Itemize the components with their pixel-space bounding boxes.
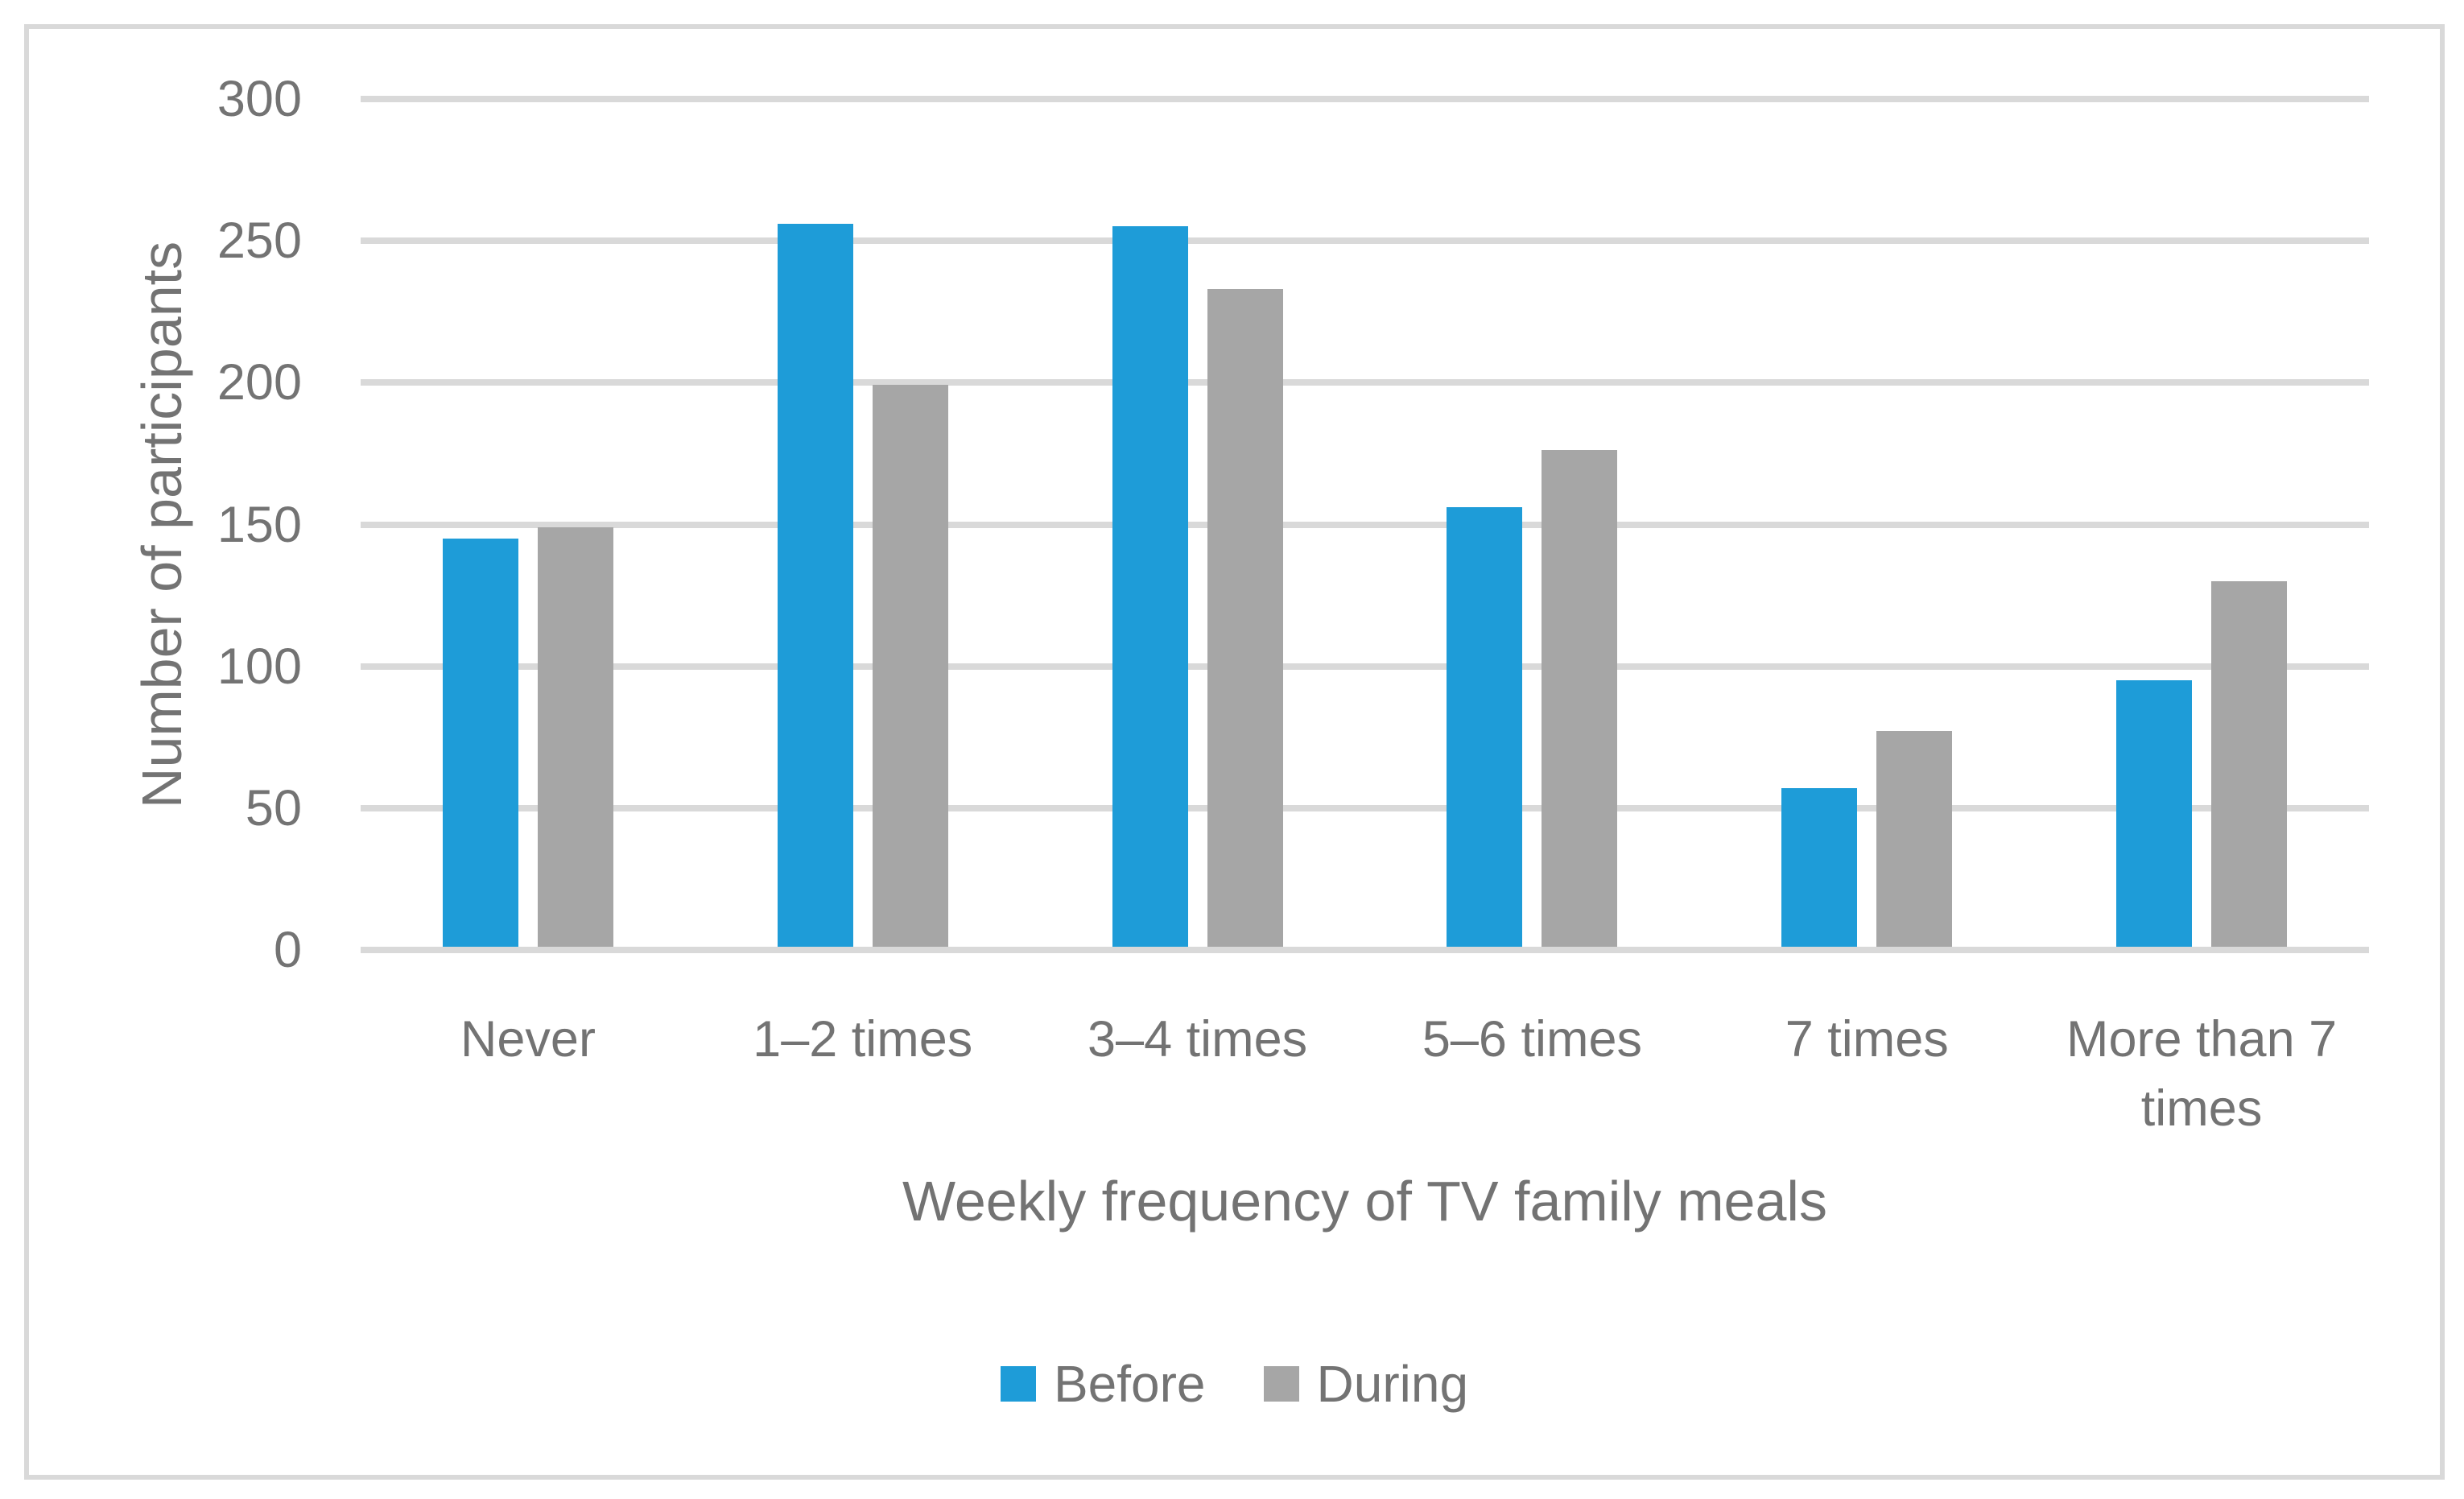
legend-label-during: During [1316,1355,1469,1413]
x-category-label-3: 3–4 times [1088,1011,1308,1067]
gridline-300 [361,96,2369,102]
legend-item-during: During [1263,1354,1469,1414]
y-tick-label-200: 200 [217,354,302,411]
legend-item-before: Before [1000,1354,1206,1414]
gridline-150 [361,521,2369,528]
x-category-label-1: Never [460,1011,596,1067]
y-tick-label-150: 150 [217,496,302,553]
bar-during-4 [1542,450,1618,947]
chart-frame: Number of participants 0 50 100 150 200 250 30… [24,24,2445,1480]
bar-before-6 [2116,679,2193,947]
legend-label-before: Before [1053,1355,1206,1413]
x-category-label-6: More than 7 times [2066,1011,2338,1137]
gridline-100 [361,663,2369,670]
x-axis-title: Weekly frequency of TV family meals [902,1170,1827,1233]
y-tick-label-100: 100 [217,638,302,695]
x-category-label-4: 5–6 times [1422,1011,1642,1067]
y-tick-label-0: 0 [273,922,302,978]
y-tick-label-300: 300 [217,71,302,127]
bar-before-4 [1447,506,1523,947]
legend: Before During [29,1354,2440,1414]
bar-during-1 [537,527,613,947]
gridline-50 [361,804,2369,811]
bar-before-2 [777,223,853,947]
x-category-label-2: 1–2 times [753,1011,973,1067]
gridline-250 [361,237,2369,245]
bar-during-6 [2211,580,2288,947]
bar-during-2 [872,385,948,947]
bar-before-1 [442,538,518,947]
x-category-label-5: 7 times [1785,1011,1949,1067]
bar-during-5 [1876,731,1953,947]
bar-during-3 [1207,288,1283,947]
bar-before-5 [1781,787,1858,947]
legend-swatch-before [1000,1366,1036,1402]
y-tick-label-50: 50 [245,779,302,836]
y-tick-label-250: 250 [217,213,302,270]
plot-area [361,96,2369,953]
legend-swatch-during [1263,1366,1299,1402]
bar-before-3 [1112,226,1188,947]
x-axis-line [361,947,2369,953]
gridline-200 [361,379,2369,386]
